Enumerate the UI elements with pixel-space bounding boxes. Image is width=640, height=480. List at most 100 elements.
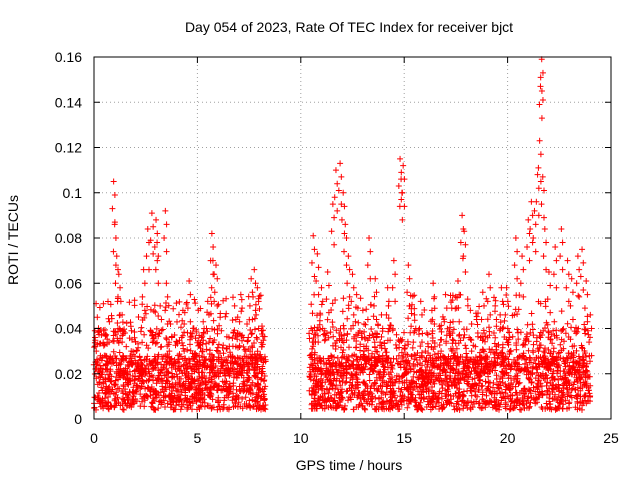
roti-point-trail: [543, 239, 550, 246]
roti-point: [231, 302, 238, 309]
roti-point-trail: [158, 343, 165, 350]
roti-point-trail: [540, 253, 547, 260]
roti-point: [519, 253, 526, 260]
roti-point-trail: [538, 201, 545, 208]
roti-point-trail: [481, 330, 488, 337]
roti-point-trail: [450, 345, 457, 352]
roti-point-trail: [319, 325, 326, 332]
roti-point-trail: [123, 370, 130, 377]
roti-point-trail: [335, 187, 342, 194]
roti-point-trail: [383, 311, 390, 318]
roti-point-trail: [462, 241, 469, 248]
roti-point-trail: [191, 377, 198, 384]
roti-point: [95, 366, 102, 373]
roti-point-trail: [367, 248, 374, 255]
roti-point-trail: [343, 262, 350, 269]
roti-point-trail: [493, 343, 500, 350]
roti-point: [113, 253, 120, 260]
roti-point-trail: [418, 311, 425, 318]
y-tick-label: 0.12: [55, 140, 82, 156]
roti-point-trail: [504, 325, 511, 332]
axis-ticks: [93, 56, 612, 420]
roti-point-trail: [109, 205, 116, 212]
roti-point-trail: [135, 375, 142, 382]
roti-point-trail: [499, 298, 506, 305]
roti-point: [173, 339, 180, 346]
roti-point: [157, 302, 164, 309]
roti-point-trail: [236, 318, 243, 325]
roti-point-trail: [428, 307, 435, 314]
roti-point-trail: [203, 325, 210, 332]
roti-point-trail: [466, 334, 473, 341]
roti-point-trail: [230, 330, 237, 337]
roti-point: [372, 275, 379, 282]
roti-point-trail: [505, 361, 512, 368]
roti-point-trail: [507, 348, 514, 355]
roti-point-trail: [395, 182, 402, 189]
roti-point-trail: [544, 296, 551, 303]
roti-point: [423, 330, 430, 337]
roti-point-trail: [242, 348, 249, 355]
roti-point-trail: [338, 216, 345, 223]
roti-point: [558, 225, 565, 232]
x-tick-label: 25: [603, 430, 619, 446]
roti-point-trail: [317, 311, 324, 318]
roti-point-trail: [245, 334, 252, 341]
roti-point-trail: [158, 316, 165, 323]
roti-point-trail: [361, 320, 368, 327]
roti-point-trail: [364, 262, 371, 269]
roti-point-trail: [478, 316, 485, 323]
roti-point: [128, 348, 135, 355]
roti-point-trail: [529, 239, 536, 246]
roti-point: [162, 207, 169, 214]
roti-point-trail: [431, 293, 438, 300]
roti-point-trail: [346, 266, 353, 273]
roti-point: [314, 250, 321, 257]
roti-point-trail: [532, 221, 539, 228]
roti-point-trail: [576, 266, 583, 273]
roti-point: [310, 232, 317, 239]
roti-point-trail: [557, 253, 564, 260]
roti-point-trail: [141, 280, 148, 287]
roti-point: [213, 262, 220, 269]
roti-point-trail: [422, 357, 429, 364]
roti-point: [258, 327, 265, 334]
roti-point-trail: [468, 348, 475, 355]
roti-point-trail: [389, 284, 396, 291]
roti-point-trail: [497, 311, 504, 318]
roti-point-trail: [112, 262, 119, 269]
roti-point: [587, 311, 594, 318]
roti-point-trail: [150, 250, 157, 257]
roti-point: [349, 271, 356, 278]
roti-point-trail: [437, 363, 444, 370]
roti-point-trail: [404, 289, 411, 296]
roti-point: [186, 277, 193, 284]
roti-point: [537, 74, 544, 81]
roti-point: [308, 325, 315, 332]
roti-point: [492, 302, 499, 309]
roti-point: [405, 262, 412, 269]
roti-point: [254, 284, 261, 291]
roti-point-trail: [459, 255, 466, 262]
roti-point-trail: [468, 320, 475, 327]
roti-point: [345, 253, 352, 260]
roti-point-trail: [246, 302, 253, 309]
roti-point-trail: [547, 282, 554, 289]
roti-point-trail: [537, 83, 544, 90]
roti-point-trail: [163, 248, 170, 255]
roti-point: [260, 359, 267, 366]
roti-point-trail: [331, 214, 338, 221]
roti-point-trail: [569, 289, 576, 296]
roti-point: [545, 268, 552, 275]
roti-point-trail: [181, 320, 188, 327]
roti-point-trail: [232, 343, 239, 350]
roti-point-trail: [539, 96, 546, 103]
roti-point-trail: [155, 330, 162, 337]
roti-point-trail: [584, 318, 591, 325]
y-tick-labels: 0 0.02 0.04 0.06 0.08 0.1 0.12 0.14 0.16: [55, 49, 82, 427]
roti-point-trail: [117, 284, 124, 291]
roti-point: [552, 244, 559, 251]
roti-point: [353, 291, 360, 298]
roti-point-trail: [532, 248, 539, 255]
roti-point-trail: [199, 375, 206, 382]
